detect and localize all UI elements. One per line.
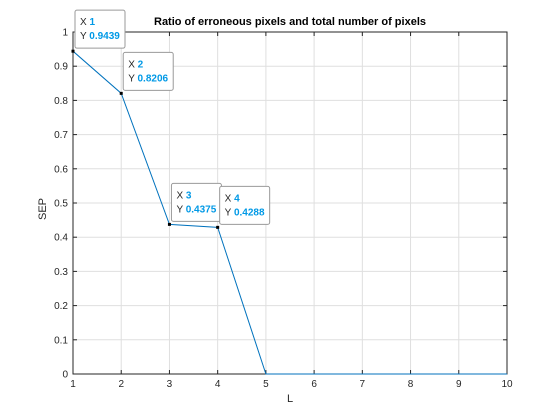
datatip-y: Y 0.8206 <box>128 73 168 84</box>
x-tick-label: 3 <box>167 379 173 390</box>
datatip[interactable]: X 2Y 0.8206 <box>122 51 174 91</box>
y-tick-labels: 0 0.1 0.2 0.3 0.4 0.5 0.6 0.7 0.8 0.9 1 <box>54 28 68 381</box>
y-tick-label: 0.4 <box>54 233 68 244</box>
datatip[interactable]: X 3Y 0.4375 <box>170 182 222 222</box>
datatip-x: X 3 <box>176 190 191 201</box>
y-tick-label: 1 <box>62 28 68 39</box>
datatip-y-value: 0.4288 <box>234 207 265 218</box>
datatip-y-value: 0.8206 <box>138 73 169 84</box>
datatip-y-label: Y <box>128 73 137 84</box>
datatip-x-value: 1 <box>89 17 95 28</box>
x-tick-label: 8 <box>408 379 414 390</box>
datatip-y: Y 0.4375 <box>176 204 216 215</box>
axis-ticks <box>72 31 508 375</box>
datatip-marker[interactable] <box>216 225 220 229</box>
x-tick-label: 1 <box>70 379 76 390</box>
datatip-box <box>122 51 174 91</box>
datatip-x-label: X <box>176 190 185 201</box>
y-tick-label: 0.8 <box>54 96 68 107</box>
datatip-markers <box>71 49 220 229</box>
datatip-box <box>74 9 126 49</box>
datatip[interactable]: X 4Y 0.4288 <box>219 185 271 225</box>
datatip-x: X 4 <box>225 193 240 204</box>
y-tick-label: 0.9 <box>54 62 68 73</box>
datatip-y-value: 0.9439 <box>89 31 120 42</box>
datatip-y-label: Y <box>176 204 185 215</box>
x-tick-label: 10 <box>501 379 513 390</box>
datatip-x-label: X <box>225 193 234 204</box>
x-tick-label: 4 <box>215 379 221 390</box>
datatip-marker[interactable] <box>119 91 123 95</box>
x-tick-label: 9 <box>456 379 462 390</box>
datatip-x-label: X <box>128 59 137 70</box>
y-tick-label: 0.5 <box>54 199 68 210</box>
y-tick-label: 0.1 <box>54 335 68 346</box>
x-axis-label: L <box>287 393 293 405</box>
datatip-box <box>170 182 222 222</box>
x-tick-label: 5 <box>263 379 269 390</box>
datatip-x-value: 3 <box>186 190 192 201</box>
datatip-y-label: Y <box>80 31 89 42</box>
chart-title: Ratio of erroneous pixels and total numb… <box>154 16 426 28</box>
datatip-x: X 1 <box>80 17 95 28</box>
x-tick-labels: 1 2 3 4 5 6 7 8 9 10 <box>70 379 513 390</box>
y-tick-label: 0.3 <box>54 267 68 278</box>
series-line <box>72 50 507 375</box>
x-tick-label: 7 <box>360 379 366 390</box>
datatip-box <box>219 185 271 225</box>
x-tick-label: 6 <box>311 379 317 390</box>
datatip[interactable]: X 1Y 0.9439 <box>74 9 126 49</box>
y-tick-label: 0.2 <box>54 301 68 312</box>
datatip-y-label: Y <box>225 207 234 218</box>
datatip-y: Y 0.9439 <box>80 31 120 42</box>
datatip-marker[interactable] <box>167 222 171 226</box>
y-tick-label: 0 <box>62 370 68 381</box>
datatip-marker[interactable] <box>71 49 75 53</box>
datatip-x-label: X <box>80 17 89 28</box>
datatip-x-value: 2 <box>138 59 144 70</box>
x-tick-label: 2 <box>118 379 124 390</box>
datatip-x: X 2 <box>128 59 143 70</box>
datatip-x-value: 4 <box>234 193 240 204</box>
y-tick-label: 0.6 <box>54 164 68 175</box>
datatip-y: Y 0.4288 <box>225 207 265 218</box>
y-axis-label: SEP <box>37 198 49 220</box>
y-tick-label: 0.7 <box>54 130 68 141</box>
datatip-y-value: 0.4375 <box>186 204 217 215</box>
